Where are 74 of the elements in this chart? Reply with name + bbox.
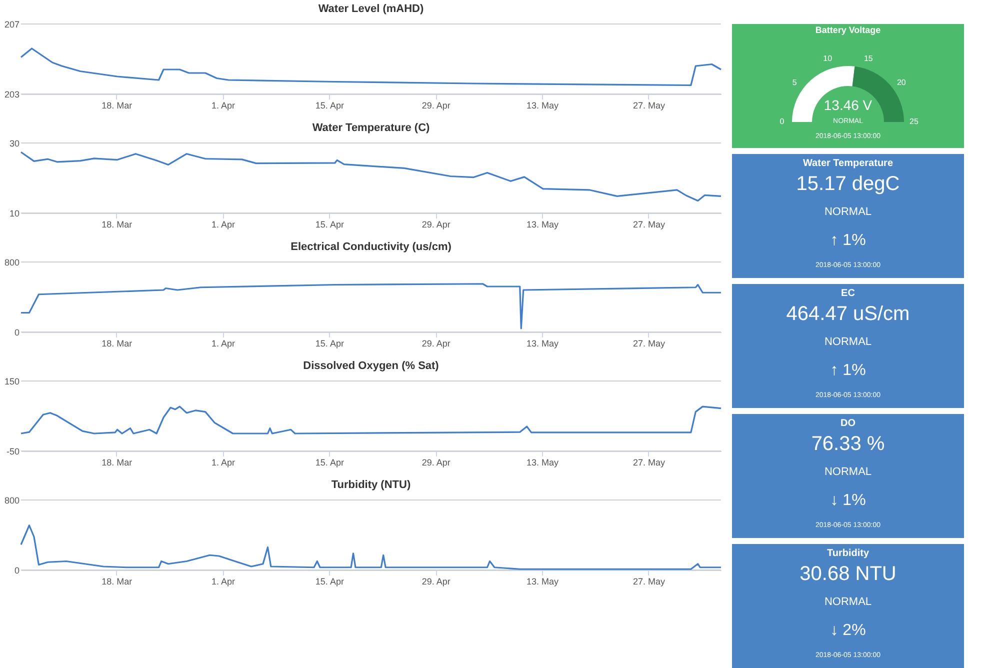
x-tick-label: 13. May (526, 576, 560, 586)
y-tick-label: 207 (4, 20, 20, 30)
text: 10 (823, 54, 833, 64)
x-tick-label: 18. Mar (102, 458, 132, 468)
chart-title: Dissolved Oxygen (% Sat) (303, 360, 440, 372)
y-tick-label: 800 (4, 258, 20, 268)
text: DO (840, 418, 856, 429)
y-tick-label: 203 (4, 90, 20, 100)
line-series (20, 406, 722, 434)
x-tick-label: 15. Apr (315, 458, 344, 468)
x-tick-label: 27. May (632, 220, 666, 230)
x-tick-label: 29. Apr (422, 576, 450, 586)
text: EC (841, 288, 855, 299)
x-tick-label: 29. Apr (422, 100, 450, 110)
chart-title: Turbidity (NTU) (331, 479, 411, 491)
text: 20 (896, 78, 906, 88)
x-tick-label: 29. Apr (422, 220, 450, 230)
x-tick-label: 15. Apr (315, 338, 344, 348)
text: 464.47 uS/cm (786, 303, 910, 325)
y-tick-label: 0 (14, 566, 20, 576)
x-tick-label: 27. May (632, 458, 666, 468)
text: 0 (780, 117, 785, 126)
text: 5 (792, 78, 798, 88)
x-tick-label: 13. May (526, 100, 560, 110)
y-tick-label: 800 (4, 496, 20, 506)
text: 25 (910, 117, 919, 126)
x-tick-label: 1. Apr (212, 576, 236, 586)
x-tick-label: 1. Apr (212, 220, 236, 230)
x-tick-label: 18. Mar (102, 338, 132, 348)
line-series (20, 48, 722, 86)
x-tick-label: 18. Mar (102, 220, 132, 230)
y-tick-label: 30 (9, 138, 20, 148)
text: Turbidity (826, 548, 870, 559)
chart-title: Water Level (mAHD) (318, 3, 424, 15)
x-tick-label: 1. Apr (212, 458, 236, 468)
text: ↑ 1% (830, 362, 866, 379)
text: 15.17 degC (796, 173, 900, 195)
text: NORMAL (824, 596, 872, 608)
x-tick-label: 15. Apr (315, 100, 344, 110)
x-tick-label: 13. May (526, 220, 560, 230)
line-series (20, 283, 722, 330)
text: NORMAL (824, 206, 872, 218)
line-series (20, 524, 722, 570)
x-tick-label: 13. May (526, 458, 560, 468)
x-tick-label: 1. Apr (212, 100, 236, 110)
x-tick-label: 27. May (632, 576, 666, 586)
text: 76.33 % (811, 433, 885, 455)
x-tick-label: 15. Apr (315, 576, 344, 586)
x-tick-label: 18. Mar (102, 576, 132, 586)
x-tick-label: 18. Mar (102, 100, 132, 110)
text: 30.68 NTU (800, 563, 896, 585)
text: ↓ 1% (830, 492, 866, 509)
y-tick-label: 10 (9, 208, 20, 218)
text: NORMAL (824, 336, 872, 348)
chart-title: Electrical Conductivity (us/cm) (290, 241, 452, 253)
x-tick-label: 27. May (632, 338, 666, 348)
text: ↑ 1% (830, 232, 866, 249)
text: 15 (864, 54, 874, 64)
x-tick-label: 1. Apr (212, 338, 236, 348)
x-tick-label: 15. Apr (315, 220, 344, 230)
x-tick-label: 29. Apr (422, 338, 450, 348)
text: NORMAL (824, 466, 872, 478)
text: Water Temperature (802, 158, 894, 169)
text: 13.46 V (824, 97, 873, 113)
y-tick-label: 150 (4, 376, 20, 386)
y-tick-label: -50 (6, 446, 20, 456)
y-tick-label: 0 (14, 328, 20, 338)
x-tick-label: 13. May (526, 338, 560, 348)
x-tick-label: 27. May (632, 100, 666, 110)
chart-title: Water Temperature (C) (312, 122, 430, 134)
text: ↓ 2% (830, 622, 866, 639)
line-series (20, 151, 722, 202)
chart-title: Battery Voltage (815, 25, 881, 35)
x-tick-label: 29. Apr (422, 458, 450, 468)
